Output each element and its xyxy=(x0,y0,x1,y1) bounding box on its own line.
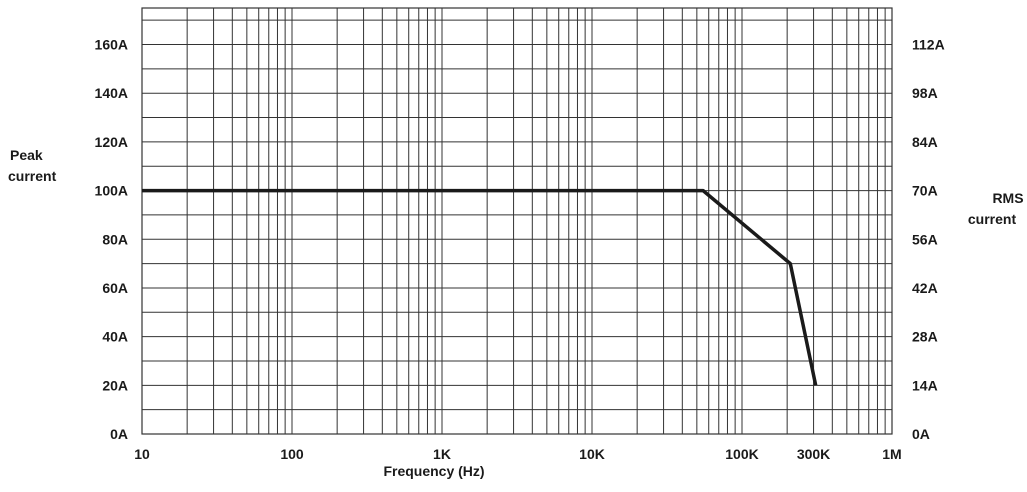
y-right-tick-label: 28A xyxy=(912,329,938,345)
y-right-tick-label: 84A xyxy=(912,134,938,150)
y-left-tick-label: 40A xyxy=(102,329,128,345)
y-left-tick-label: 60A xyxy=(102,280,128,296)
plot-frame xyxy=(141,7,893,435)
x-tick-label: 100 xyxy=(280,446,304,462)
x-axis-title: Frequency (Hz) xyxy=(383,463,484,479)
y-right-tick-label: 14A xyxy=(912,377,938,393)
y-axis-left-title-line2: current xyxy=(8,168,57,184)
y-left-tick-label: 80A xyxy=(102,231,128,247)
y-left-tick-label: 120A xyxy=(95,134,128,150)
series-layer xyxy=(142,188,818,386)
x-tick-label: 300K xyxy=(797,446,830,462)
series-line xyxy=(142,188,818,386)
y-right-tick-label: 42A xyxy=(912,280,938,296)
y-right-tick-label: 112A xyxy=(912,37,945,53)
x-tick-label: 10 xyxy=(134,446,150,462)
x-tick-label: 100K xyxy=(725,446,758,462)
y-axis-left-title-line1: Peak xyxy=(10,147,43,163)
grid xyxy=(142,8,892,434)
y-right-tick-label: 56A xyxy=(912,231,938,247)
y-right-tick-label: 0A xyxy=(912,426,930,442)
y-axis-right-title-line1: RMS xyxy=(992,190,1023,206)
y-axis-right-title-line2: current xyxy=(968,211,1017,227)
tick-labels: 10 100 1K 10K 100K 300K 1M 0A 20A 40A 60A 80A 100A 12… xyxy=(95,37,945,462)
y-left-tick-label: 20A xyxy=(102,377,128,393)
y-left-tick-label: 160A xyxy=(95,37,128,53)
y-left-tick-label: 0A xyxy=(110,426,128,442)
y-right-tick-label: 70A xyxy=(912,183,938,199)
y-left-tick-label: 140A xyxy=(95,85,128,101)
y-right-tick-label: 98A xyxy=(912,85,938,101)
x-tick-label: 1M xyxy=(882,446,901,462)
y-left-tick-label: 100A xyxy=(95,183,128,199)
x-tick-label: 10K xyxy=(579,446,605,462)
x-tick-label: 1K xyxy=(433,446,451,462)
